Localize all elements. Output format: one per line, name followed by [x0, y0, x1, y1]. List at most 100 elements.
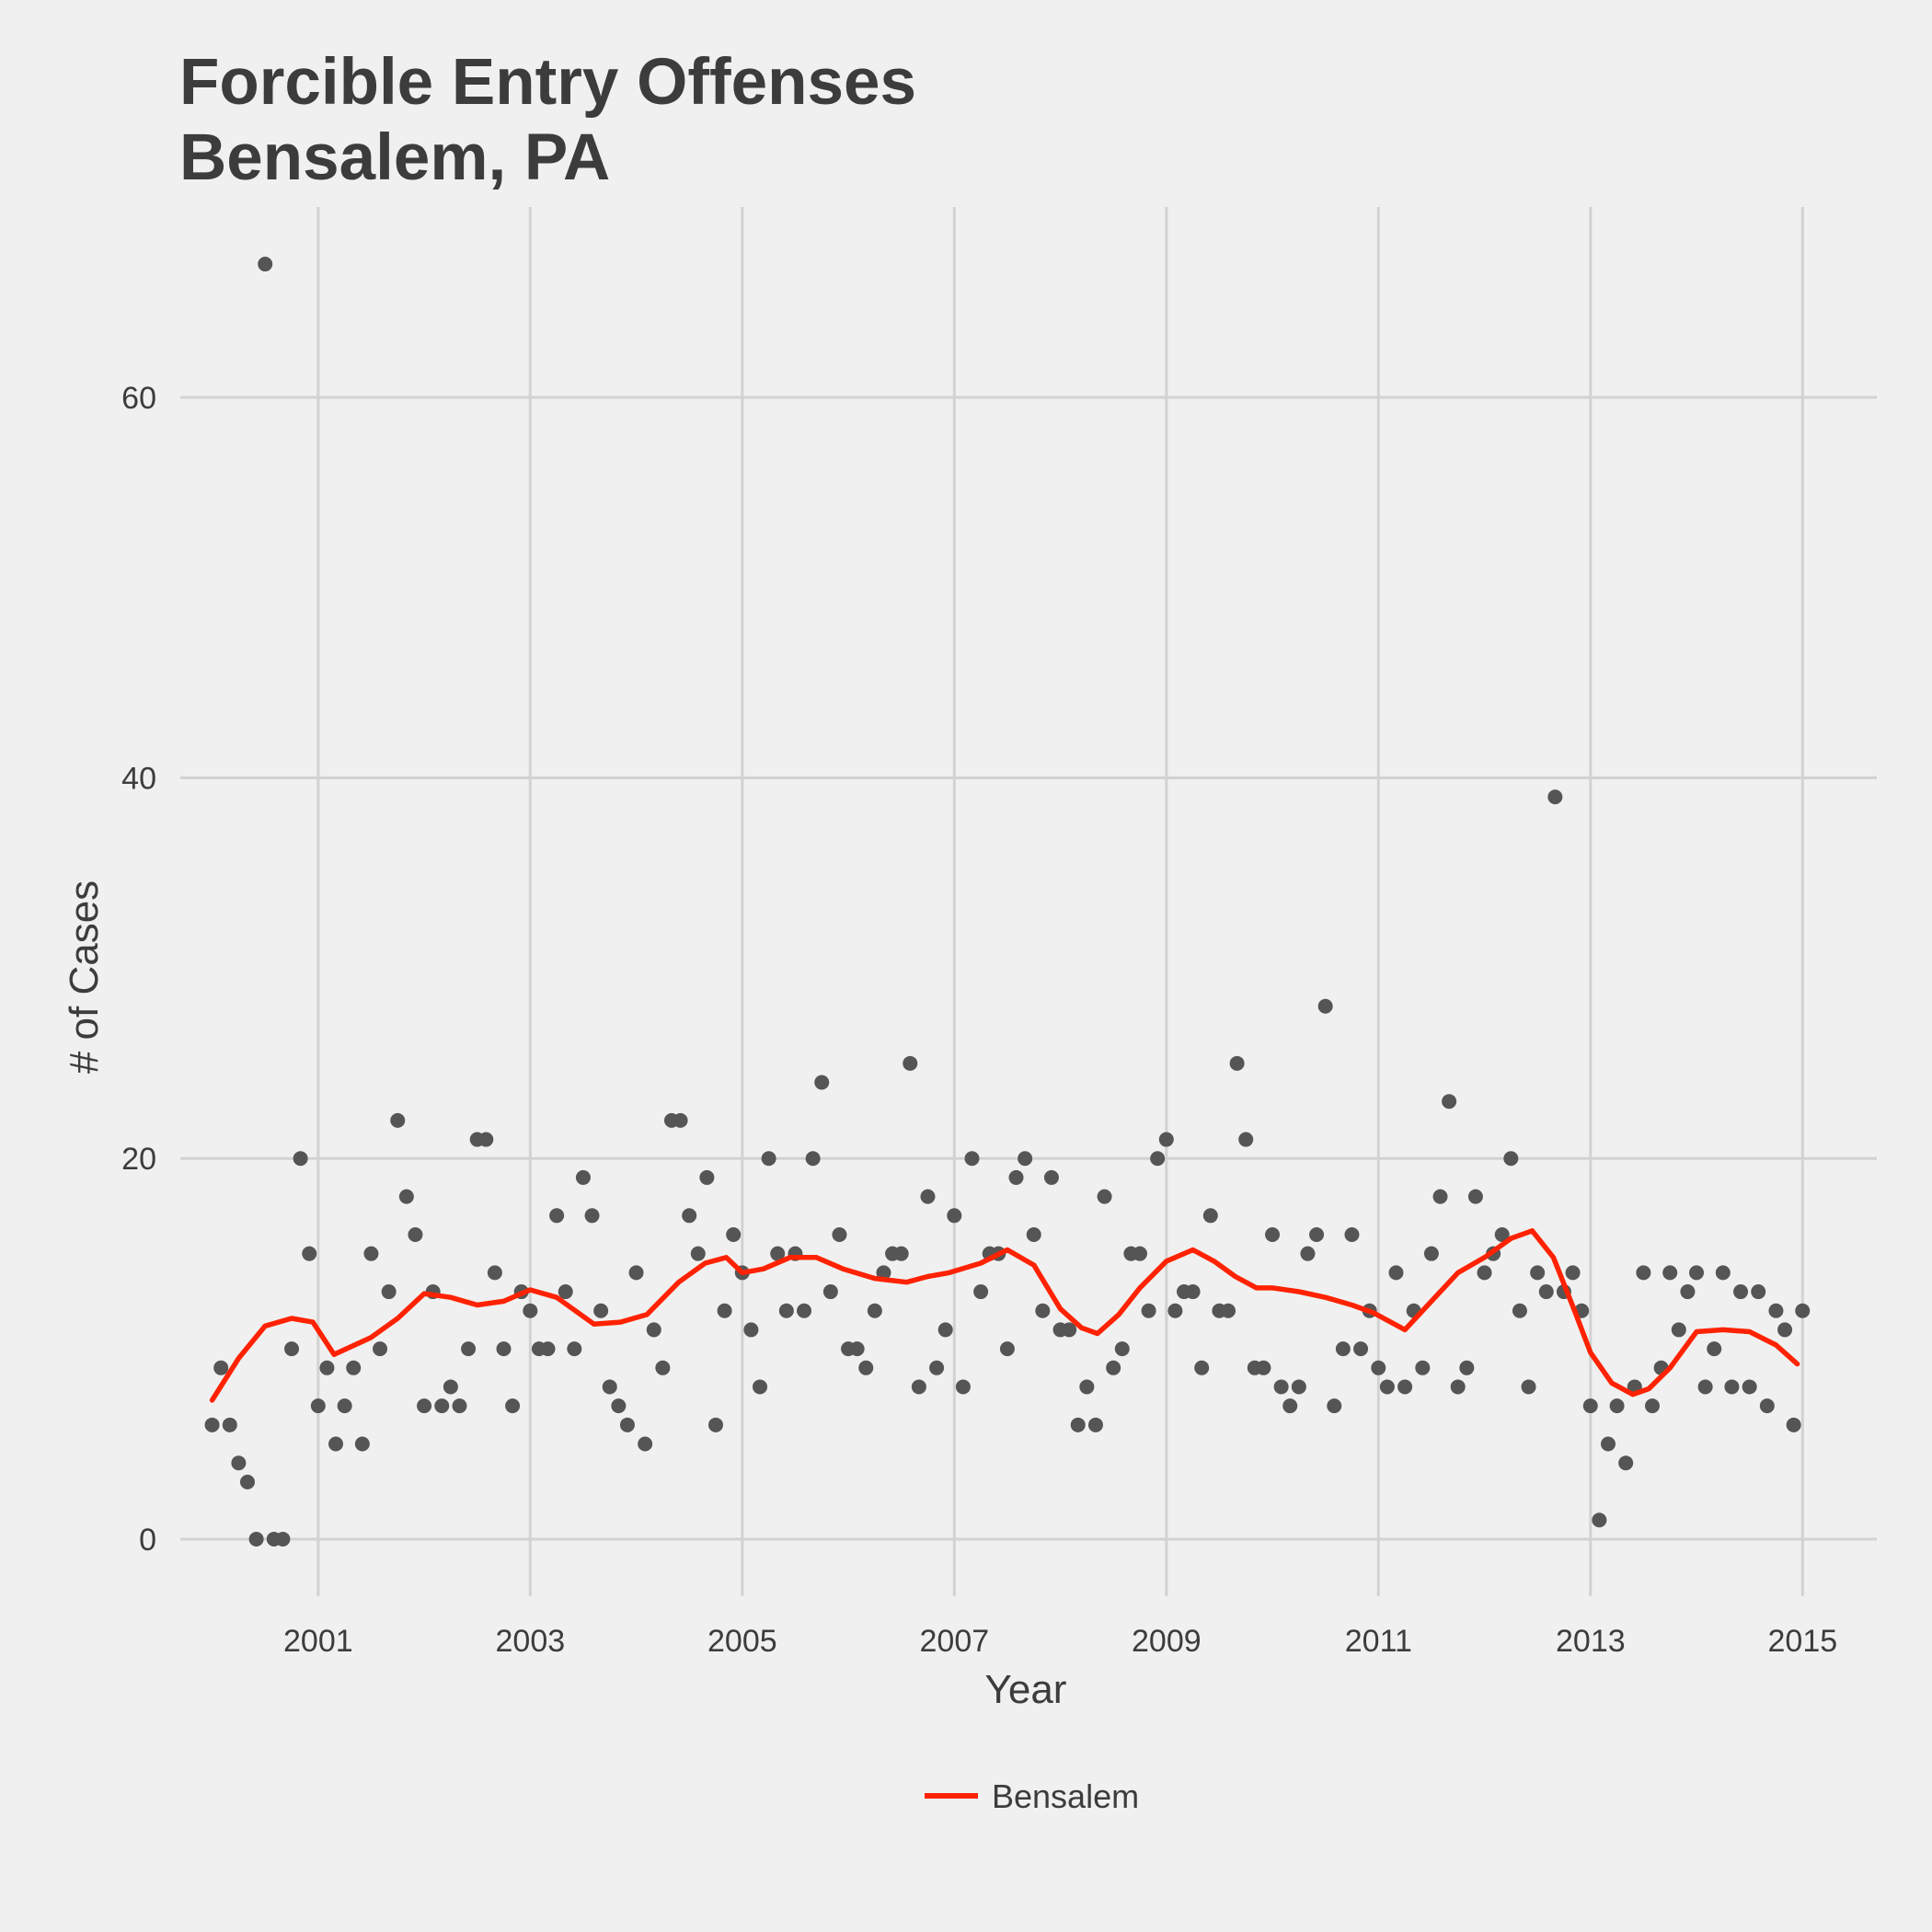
data-point	[231, 1455, 247, 1471]
data-point	[1070, 1417, 1086, 1432]
data-point	[1494, 1226, 1510, 1242]
data-point	[805, 1151, 821, 1167]
x-tick-label: 2007	[920, 1624, 990, 1659]
data-point	[478, 1132, 494, 1147]
data-point	[628, 1265, 644, 1281]
data-point	[753, 1379, 768, 1395]
data-point	[611, 1398, 627, 1414]
data-point	[1467, 1189, 1483, 1204]
data-point	[1265, 1226, 1281, 1242]
data-point	[381, 1284, 397, 1300]
data-point	[1106, 1360, 1121, 1375]
data-point	[1317, 998, 1333, 1014]
data-point	[1079, 1379, 1095, 1395]
data-point	[1087, 1417, 1103, 1432]
data-point	[638, 1436, 653, 1452]
data-point	[929, 1360, 945, 1375]
data-point	[797, 1303, 812, 1318]
data-point	[699, 1169, 715, 1185]
data-point	[867, 1303, 882, 1318]
data-point	[682, 1208, 697, 1224]
data-point	[319, 1360, 335, 1375]
data-point	[1273, 1379, 1289, 1395]
data-point	[523, 1303, 538, 1318]
data-point	[1423, 1246, 1439, 1261]
data-point	[408, 1226, 423, 1242]
data-point	[1035, 1303, 1051, 1318]
data-point	[964, 1151, 980, 1167]
data-point	[1600, 1436, 1616, 1452]
data-points	[204, 257, 1811, 1547]
data-point	[937, 1322, 953, 1338]
data-point	[1582, 1398, 1598, 1414]
data-point	[373, 1341, 388, 1357]
data-point	[293, 1151, 308, 1167]
x-tick-label: 2015	[1768, 1624, 1838, 1659]
x-tick-label: 2009	[1132, 1624, 1202, 1659]
data-point	[761, 1151, 776, 1167]
data-point	[858, 1360, 874, 1375]
data-point	[1786, 1417, 1801, 1432]
data-point	[911, 1379, 926, 1395]
data-point	[452, 1398, 467, 1414]
data-point	[1282, 1398, 1298, 1414]
data-point	[1202, 1208, 1218, 1224]
data-point	[328, 1436, 344, 1452]
data-point	[1565, 1265, 1581, 1281]
data-point	[947, 1208, 962, 1224]
data-point	[1026, 1226, 1041, 1242]
y-tick-label: 20	[121, 1142, 156, 1177]
data-point	[1671, 1322, 1686, 1338]
data-point	[354, 1436, 370, 1452]
data-point	[903, 1055, 918, 1071]
data-point	[822, 1284, 838, 1300]
data-point	[1530, 1265, 1546, 1281]
data-point	[1503, 1151, 1519, 1167]
data-point	[496, 1341, 512, 1357]
data-point	[1547, 789, 1563, 805]
data-point	[363, 1246, 379, 1261]
data-point	[302, 1246, 317, 1261]
data-point	[1609, 1398, 1625, 1414]
data-point	[461, 1341, 477, 1357]
x-axis-title: Year	[985, 1667, 1067, 1712]
y-tick-label: 60	[121, 381, 156, 416]
data-point	[284, 1341, 300, 1357]
data-point	[1388, 1265, 1404, 1281]
data-point	[707, 1417, 723, 1432]
data-point	[1715, 1265, 1731, 1281]
data-point	[690, 1246, 706, 1261]
data-point	[443, 1379, 458, 1395]
data-point	[1795, 1303, 1811, 1318]
data-point	[593, 1303, 609, 1318]
data-point	[337, 1398, 352, 1414]
data-point	[1150, 1151, 1166, 1167]
data-point	[832, 1226, 847, 1242]
legend: Bensalem	[925, 1777, 1139, 1815]
data-point	[1521, 1379, 1536, 1395]
data-point	[1062, 1322, 1077, 1338]
data-point	[1680, 1284, 1696, 1300]
data-point	[213, 1360, 229, 1375]
series-line-bensalem	[209, 1228, 1800, 1403]
data-point	[1592, 1512, 1607, 1528]
data-point	[1759, 1398, 1775, 1414]
data-point	[743, 1322, 759, 1338]
data-point	[1335, 1341, 1351, 1357]
y-axis-ticks: 0 20 40 60	[121, 381, 156, 1558]
data-point	[417, 1398, 432, 1414]
data-point	[1371, 1360, 1386, 1375]
data-point	[1777, 1322, 1793, 1338]
data-point	[1291, 1379, 1306, 1395]
data-point	[1697, 1379, 1713, 1395]
data-point	[248, 1531, 264, 1547]
data-point	[1194, 1360, 1210, 1375]
data-point	[1707, 1341, 1722, 1357]
data-point	[1450, 1379, 1466, 1395]
data-point	[275, 1531, 291, 1547]
x-axis-ticks: 2001 2003 2005 2007 2009 2011 2013 2015	[283, 1624, 1837, 1659]
data-point	[1768, 1303, 1784, 1318]
x-tick-label: 2005	[707, 1624, 777, 1659]
